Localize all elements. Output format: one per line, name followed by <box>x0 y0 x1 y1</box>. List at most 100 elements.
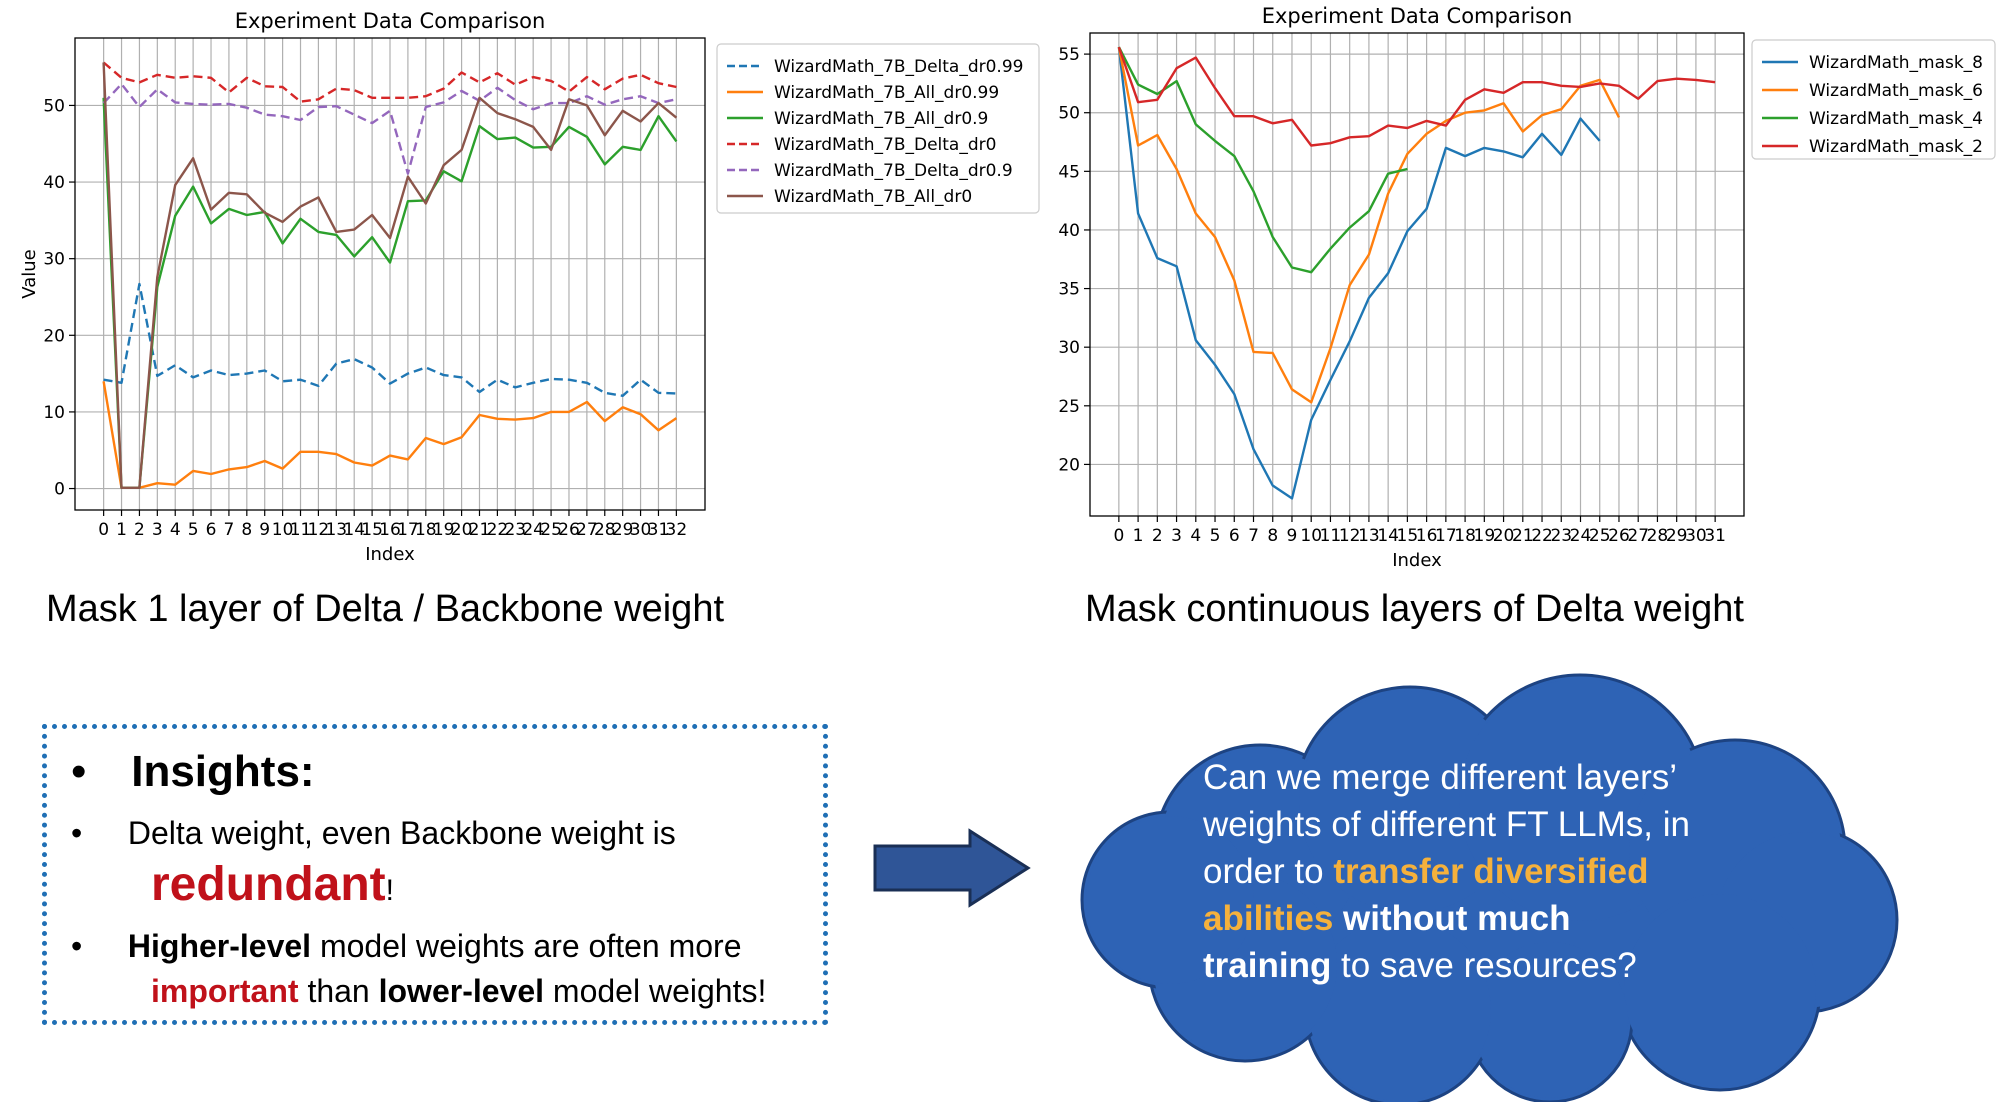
insights-heading: Insights: <box>131 747 315 796</box>
y-tick-label: 50 <box>1058 104 1080 124</box>
x-tick-label: 28 <box>594 520 616 540</box>
insight-bullet-2: • Higher-level model weights are often m… <box>71 928 742 965</box>
x-tick-label: 25 <box>1589 526 1611 546</box>
x-tick-label: 16 <box>379 520 401 540</box>
insight-1-tail: ! <box>385 874 394 907</box>
legend-label-3: WizardMath_mask_2 <box>1809 137 1983 157</box>
y-tick-label: 40 <box>43 173 65 193</box>
y-tick-label: 30 <box>43 250 65 270</box>
x-tick-label: 28 <box>1647 526 1669 546</box>
cloud-line-4b: without much <box>1333 899 1571 938</box>
bullet-icon: • <box>71 928 83 964</box>
x-tick-label: 19 <box>433 520 455 540</box>
x-tick-label: 3 <box>152 520 163 540</box>
legend-box <box>716 43 1040 214</box>
x-tick-label: 10 <box>272 520 294 540</box>
series-line-4 <box>102 82 677 175</box>
x-tick-label: 29 <box>612 520 634 540</box>
x-tick-label: 6 <box>1229 526 1240 546</box>
y-tick-label: 30 <box>1058 338 1080 358</box>
x-tick-label: 9 <box>259 520 270 540</box>
x-tick-label: 10 <box>1300 526 1322 546</box>
x-tick-label: 30 <box>1685 526 1707 546</box>
x-tick-label: 29 <box>1666 526 1688 546</box>
series-line-5 <box>102 62 678 489</box>
insight-1-emphasis: redundant <box>151 858 386 911</box>
cloud-line-5: training to save resources? <box>1203 942 1723 989</box>
x-tick-label: 12 <box>308 520 330 540</box>
x-tick-label: 4 <box>1190 526 1201 546</box>
x-tick-label: 26 <box>558 520 580 540</box>
insight-2-text-3: model weights! <box>544 973 767 1009</box>
x-tick-label: 27 <box>1627 526 1649 546</box>
x-tick-label: 13 <box>325 520 347 540</box>
chart-right: 0 1 2 3 4 5 6 7 8 9 101112131415161718192021222324… <box>1058 4 1996 571</box>
insight-bullet-1: • Delta weight, even Backbone weight is <box>71 815 676 852</box>
x-tick-label: 17 <box>1435 526 1457 546</box>
series-line-1 <box>1117 46 1621 404</box>
cloud-line-4: abilities without much <box>1203 895 1723 942</box>
y-tick-label: 20 <box>43 326 65 346</box>
x-tick-label: 16 <box>1416 526 1438 546</box>
series-line-3 <box>1117 46 1716 147</box>
cloud-line-5a: training <box>1203 946 1332 985</box>
y-tick-label: 0 <box>54 480 65 500</box>
x-tick-label: 15 <box>1397 526 1419 546</box>
legend-label-1: WizardMath_mask_6 <box>1809 81 1983 101</box>
x-tick-label: 1 <box>116 520 127 540</box>
x-tick-label: 23 <box>1550 526 1572 546</box>
chart-title: Experiment Data Comparison <box>235 9 546 33</box>
y-tick-label: 10 <box>43 403 65 423</box>
series-line-2 <box>1117 46 1408 274</box>
legend-label-2: WizardMath_7B_All_dr0.9 <box>774 109 988 129</box>
x-tick-label: 3 <box>1171 526 1182 546</box>
x-tick-label: 2 <box>1152 526 1163 546</box>
cloud-line-2: weights of different FT LLMs, in <box>1203 805 1690 844</box>
insight-2-red: important <box>151 973 299 1009</box>
insight-2-text-2: than <box>298 973 379 1009</box>
chart-left: 0 1 2 3 4 5 6 7 8 9 101112131415161718192021222324… <box>19 9 1040 565</box>
insight-bullet-2-cont: important than lower-level model weights… <box>151 973 766 1010</box>
x-tick-label: 8 <box>1267 526 1278 546</box>
y-tick-label: 45 <box>1058 162 1080 182</box>
plot-frame <box>1089 32 1745 517</box>
x-tick-label: 2 <box>134 520 145 540</box>
x-tick-label: 22 <box>487 520 509 540</box>
x-tick-label: 24 <box>1570 526 1592 546</box>
insights-box: • Insights: • Delta weight, even Backbon… <box>42 724 828 1025</box>
y-tick-label: 25 <box>1058 397 1080 417</box>
insight-bullet-1-cont: redundant! <box>151 857 394 912</box>
y-tick-label: 55 <box>1058 45 1080 65</box>
right-arrow-icon <box>873 828 1031 908</box>
x-tick-label: 19 <box>1474 526 1496 546</box>
x-tick-label: 12 <box>1339 526 1361 546</box>
x-tick-label: 0 <box>98 520 109 540</box>
x-tick-label: 14 <box>343 520 365 540</box>
y-tick-label: 20 <box>1058 455 1080 475</box>
x-tick-label: 27 <box>576 520 598 540</box>
insight-1-text: Delta weight, even Backbone weight is <box>127 815 676 851</box>
x-tick-label: 24 <box>522 520 544 540</box>
x-tick-label: 1 <box>1133 526 1144 546</box>
x-tick-label: 20 <box>1493 526 1515 546</box>
x-tick-label: 31 <box>1704 526 1726 546</box>
cloud-line-3a: order to <box>1203 852 1334 891</box>
y-tick-label: 40 <box>1058 221 1080 241</box>
x-tick-label: 5 <box>188 520 199 540</box>
x-tick-label: 31 <box>648 520 670 540</box>
y-axis-label: Value <box>19 249 40 298</box>
x-tick-label: 25 <box>540 520 562 540</box>
series-line-3 <box>102 61 677 103</box>
legend-label-4: WizardMath_7B_Delta_dr0.9 <box>774 161 1013 181</box>
legend-label-2: WizardMath_mask_4 <box>1809 109 1983 129</box>
x-tick-label: 15 <box>361 520 383 540</box>
legend-label-1: WizardMath_7B_All_dr0.99 <box>774 83 999 103</box>
insights-heading-row: • Insights: <box>71 747 315 797</box>
x-axis-label: Index <box>1392 550 1442 571</box>
series-line-2 <box>102 97 678 489</box>
x-tick-label: 13 <box>1358 526 1380 546</box>
bullet-icon: • <box>71 747 87 796</box>
series-line-1 <box>102 381 678 489</box>
series-line-0 <box>103 282 677 397</box>
x-tick-label: 7 <box>224 520 235 540</box>
